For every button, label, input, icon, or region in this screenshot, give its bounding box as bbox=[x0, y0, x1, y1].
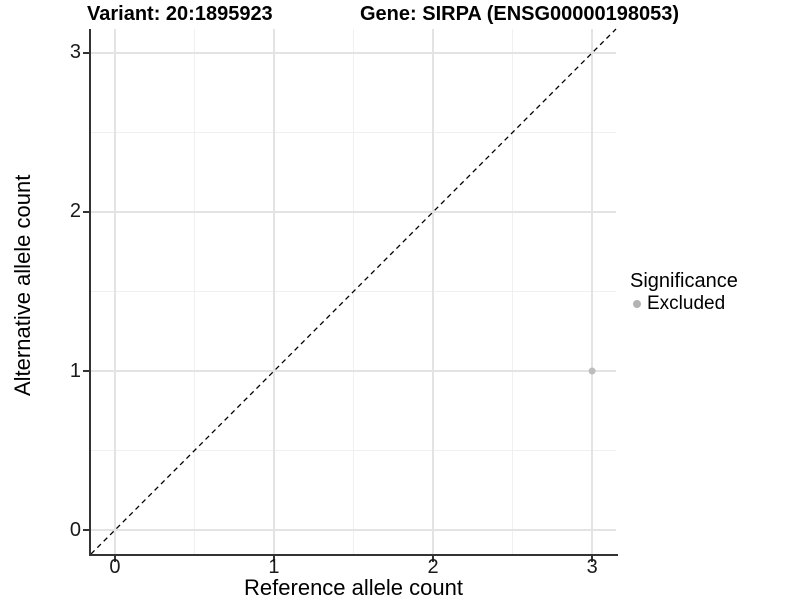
excluded-point-icon bbox=[633, 300, 641, 308]
y-axis-line bbox=[89, 29, 91, 556]
x-tick-mark bbox=[591, 556, 593, 562]
x-tick-mark bbox=[432, 556, 434, 562]
grid-major-vertical bbox=[591, 29, 593, 554]
x-tick-label: 2 bbox=[427, 556, 439, 578]
grid-major-vertical bbox=[273, 29, 275, 554]
x-tick-label: 3 bbox=[586, 556, 598, 578]
grid-major-horizontal bbox=[91, 211, 616, 213]
y-tick-label: 2 bbox=[69, 200, 81, 223]
y-tick-mark bbox=[83, 52, 89, 54]
y-tick-mark bbox=[83, 529, 89, 531]
x-tick-label: 1 bbox=[268, 556, 280, 578]
x-tick-label: 0 bbox=[109, 556, 121, 578]
y-tick-label: 0 bbox=[69, 518, 81, 541]
grid-major-horizontal bbox=[91, 529, 616, 531]
grid-major-vertical bbox=[432, 29, 434, 554]
grid-minor-horizontal bbox=[91, 131, 616, 133]
grid-minor-vertical bbox=[512, 29, 514, 554]
grid-major-horizontal bbox=[91, 52, 616, 54]
grid-major-horizontal bbox=[91, 370, 616, 372]
plot-title-gene: Gene: SIRPA (ENSG00000198053) bbox=[360, 3, 680, 25]
plot-title-variant: Variant: 20:1895923 bbox=[87, 3, 273, 25]
legend: Significance Excluded bbox=[630, 270, 738, 315]
y-tick-label: 1 bbox=[69, 359, 81, 382]
y-tick-mark bbox=[83, 211, 89, 213]
plot-overlay bbox=[90, 28, 617, 555]
y-tick-mark bbox=[83, 370, 89, 372]
plot-panel: 0 1 2 3 0 1 2 3 bbox=[70, 28, 618, 577]
x-axis-title: Reference allele count bbox=[244, 575, 463, 600]
y-tick-label: 3 bbox=[69, 41, 81, 64]
y-axis-title: Alternative allele count bbox=[10, 174, 35, 396]
legend-item-excluded: Excluded bbox=[630, 293, 738, 315]
grid-major-vertical bbox=[114, 29, 116, 554]
identity-dashed-line bbox=[90, 28, 617, 555]
legend-item-label: Excluded bbox=[647, 293, 726, 314]
x-tick-mark bbox=[273, 556, 275, 562]
x-tick-mark bbox=[114, 556, 116, 562]
x-axis-line bbox=[89, 554, 618, 556]
legend-title: Significance bbox=[630, 270, 738, 292]
data-point bbox=[588, 367, 596, 375]
